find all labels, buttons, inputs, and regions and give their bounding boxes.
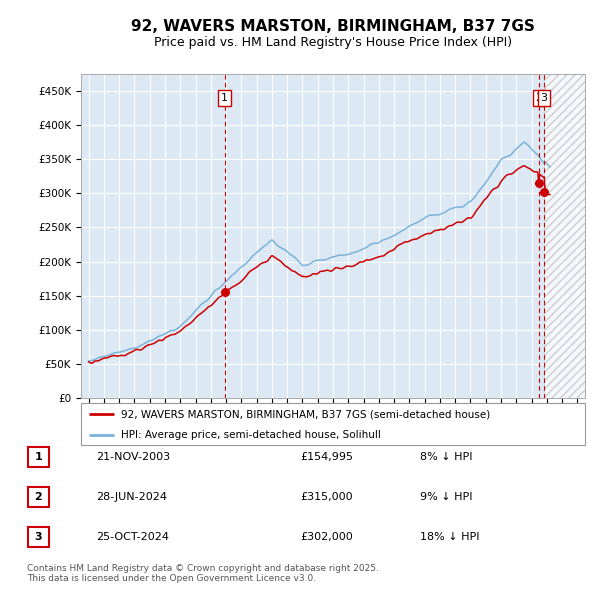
FancyBboxPatch shape — [28, 527, 49, 547]
Text: 3: 3 — [35, 532, 42, 542]
Text: 9% ↓ HPI: 9% ↓ HPI — [420, 492, 473, 502]
Text: 3: 3 — [541, 93, 548, 103]
Text: 8% ↓ HPI: 8% ↓ HPI — [420, 453, 473, 462]
Text: 2: 2 — [35, 492, 42, 502]
Text: 1: 1 — [35, 453, 42, 462]
Text: 92, WAVERS MARSTON, BIRMINGHAM, B37 7GS (semi-detached house): 92, WAVERS MARSTON, BIRMINGHAM, B37 7GS … — [121, 409, 491, 419]
Text: £154,995: £154,995 — [300, 453, 353, 462]
Text: 25-OCT-2024: 25-OCT-2024 — [96, 532, 169, 542]
FancyBboxPatch shape — [28, 487, 49, 507]
FancyBboxPatch shape — [81, 403, 585, 445]
Text: £302,000: £302,000 — [300, 532, 353, 542]
Text: 28-JUN-2024: 28-JUN-2024 — [96, 492, 167, 502]
Text: HPI: Average price, semi-detached house, Solihull: HPI: Average price, semi-detached house,… — [121, 430, 381, 440]
Text: 92, WAVERS MARSTON, BIRMINGHAM, B37 7GS: 92, WAVERS MARSTON, BIRMINGHAM, B37 7GS — [131, 19, 535, 34]
Text: 21-NOV-2003: 21-NOV-2003 — [96, 453, 170, 462]
Point — [539, 187, 549, 196]
Point — [220, 288, 229, 297]
FancyBboxPatch shape — [28, 447, 49, 467]
Text: Contains HM Land Registry data © Crown copyright and database right 2025.
This d: Contains HM Land Registry data © Crown c… — [27, 563, 379, 583]
Text: 1: 1 — [221, 93, 228, 103]
Text: 2: 2 — [535, 93, 542, 103]
Text: Price paid vs. HM Land Registry's House Price Index (HPI): Price paid vs. HM Land Registry's House … — [154, 36, 512, 49]
Point — [534, 178, 544, 188]
Text: 18% ↓ HPI: 18% ↓ HPI — [420, 532, 479, 542]
Text: £315,000: £315,000 — [300, 492, 353, 502]
